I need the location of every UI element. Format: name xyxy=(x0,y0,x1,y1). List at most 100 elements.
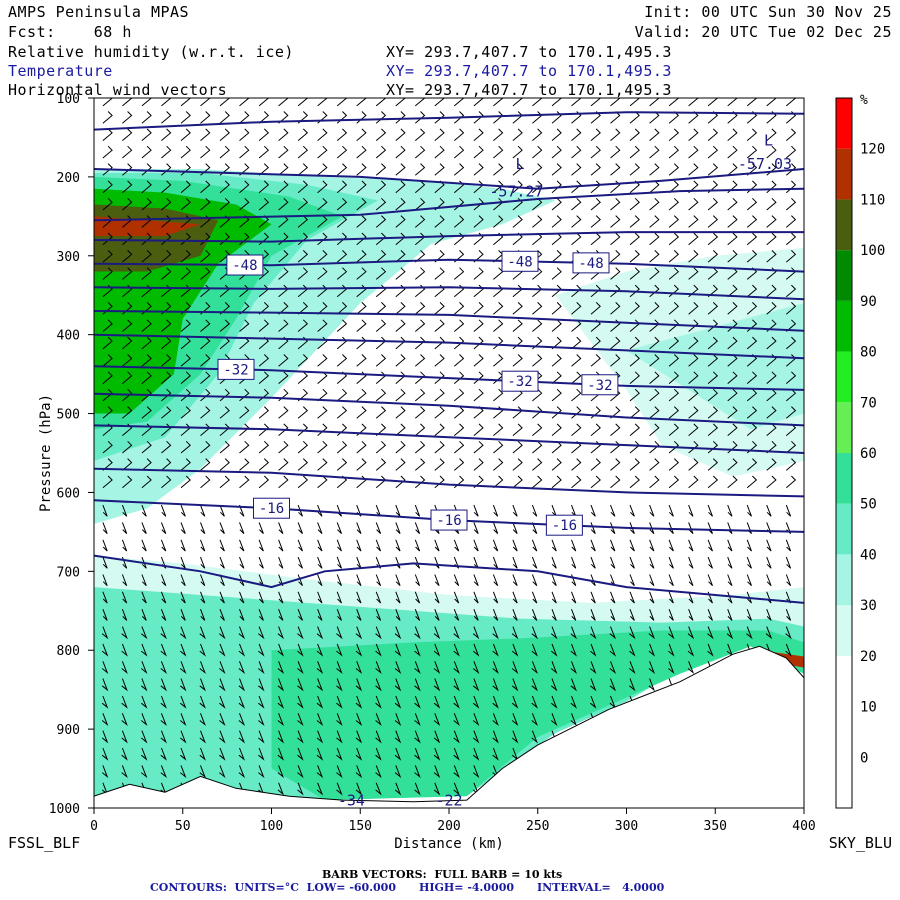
field-name-rh: Relative humidity (w.r.t. ice) xyxy=(8,43,294,61)
wind-barb xyxy=(219,197,230,211)
wind-barb xyxy=(473,336,484,350)
wind-barb xyxy=(219,440,230,454)
wind-barb xyxy=(316,747,324,761)
wind-barb xyxy=(571,232,582,246)
wind-barb xyxy=(336,197,348,211)
colorbar-tick-label: 80 xyxy=(860,345,877,361)
wind-barb xyxy=(317,388,328,402)
wind-barb xyxy=(200,440,211,454)
wind-barb xyxy=(472,678,480,692)
wind-barb xyxy=(727,423,738,436)
wind-barb xyxy=(551,388,562,402)
wind-barb xyxy=(141,111,152,124)
wind-barb xyxy=(219,574,225,587)
wind-barb xyxy=(258,556,264,569)
plot-area: -48 -48 -48 -32 -32 -32 -16 -16 -16 L -57.03 L -57.2… xyxy=(94,98,804,808)
wind-barb xyxy=(336,747,343,761)
wind-barb xyxy=(141,522,147,534)
wind-barb xyxy=(317,302,328,315)
wind-barb xyxy=(375,180,387,194)
wind-barb xyxy=(141,232,152,246)
wind-barb xyxy=(297,319,309,332)
wind-barb xyxy=(493,128,504,141)
wind-barb xyxy=(375,695,382,709)
wind-barb xyxy=(317,128,328,141)
wind-barb xyxy=(453,678,460,692)
wind-barb xyxy=(707,163,719,176)
wind-barb xyxy=(141,163,152,176)
wind-barb xyxy=(727,371,738,384)
wind-barb xyxy=(414,197,426,211)
wind-barb xyxy=(180,522,186,534)
wind-barb xyxy=(571,354,582,367)
wind-barb xyxy=(571,388,582,402)
wind-barb xyxy=(687,661,695,675)
wind-barb xyxy=(707,406,719,419)
wind-barb xyxy=(238,695,246,709)
wind-barb xyxy=(317,197,328,211)
wind-barb xyxy=(414,388,426,402)
wind-barb xyxy=(160,626,167,640)
wind-barb xyxy=(375,713,382,727)
wind-barb xyxy=(570,695,577,709)
wind-barb xyxy=(512,163,523,176)
wind-barb xyxy=(609,643,617,657)
wind-barb xyxy=(414,458,426,471)
wind-barb xyxy=(472,643,480,657)
wind-barb xyxy=(785,643,792,657)
wind-barb xyxy=(102,504,108,517)
isotherm-label: -48 xyxy=(232,258,257,274)
field-name-temperature: Temperature xyxy=(8,62,113,80)
y-tick-label: 400 xyxy=(57,329,80,344)
wind-barb xyxy=(375,267,387,280)
wind-barb xyxy=(414,661,421,675)
wind-barb xyxy=(453,609,460,621)
y-tick-label: 500 xyxy=(57,408,80,423)
wind-barb xyxy=(532,458,543,471)
wind-barb xyxy=(570,643,577,657)
wind-barb xyxy=(394,643,402,657)
wind-barb xyxy=(492,747,499,761)
wind-barb xyxy=(590,163,601,176)
wind-barb xyxy=(453,574,460,587)
wind-barb xyxy=(493,354,504,367)
wind-barb xyxy=(180,354,191,367)
wind-barb xyxy=(512,423,523,436)
wind-barb xyxy=(219,180,230,194)
wind-barb xyxy=(258,626,265,640)
wind-barb xyxy=(355,695,363,709)
wind-barb xyxy=(551,371,562,384)
wind-barb xyxy=(532,302,543,315)
wind-barb xyxy=(453,163,465,176)
wind-barb xyxy=(219,713,226,727)
field-xy-wind: XY= 293.7,407.7 to 170.1,495.3 xyxy=(386,81,672,99)
isotherm-label: -48 xyxy=(507,254,532,270)
wind-barb xyxy=(356,302,367,315)
wind-barb xyxy=(668,180,680,194)
wind-barb xyxy=(434,163,445,176)
wind-barb xyxy=(160,539,167,552)
wind-barb xyxy=(629,626,636,640)
wind-barb xyxy=(316,730,324,744)
x-tick-label: 0 xyxy=(90,819,98,834)
wind-barb xyxy=(589,678,597,692)
wind-barb xyxy=(688,475,699,489)
wind-barb xyxy=(785,284,797,298)
wind-barb xyxy=(649,180,660,194)
wind-barb xyxy=(258,643,265,657)
wind-barb xyxy=(610,232,621,246)
wind-barb xyxy=(200,197,211,211)
wind-barb xyxy=(278,180,289,194)
wind-barb xyxy=(180,504,186,517)
wind-barb xyxy=(571,336,582,350)
wind-barb xyxy=(141,406,152,419)
wind-barb xyxy=(746,591,752,604)
wind-barb xyxy=(278,440,289,454)
wind-barb xyxy=(102,319,113,332)
wind-barb xyxy=(317,180,328,194)
wind-barb xyxy=(336,145,348,159)
wind-barb xyxy=(649,215,660,228)
x-tick-label: 400 xyxy=(792,819,815,834)
wind-barb xyxy=(375,782,382,796)
wind-barb xyxy=(512,591,518,604)
